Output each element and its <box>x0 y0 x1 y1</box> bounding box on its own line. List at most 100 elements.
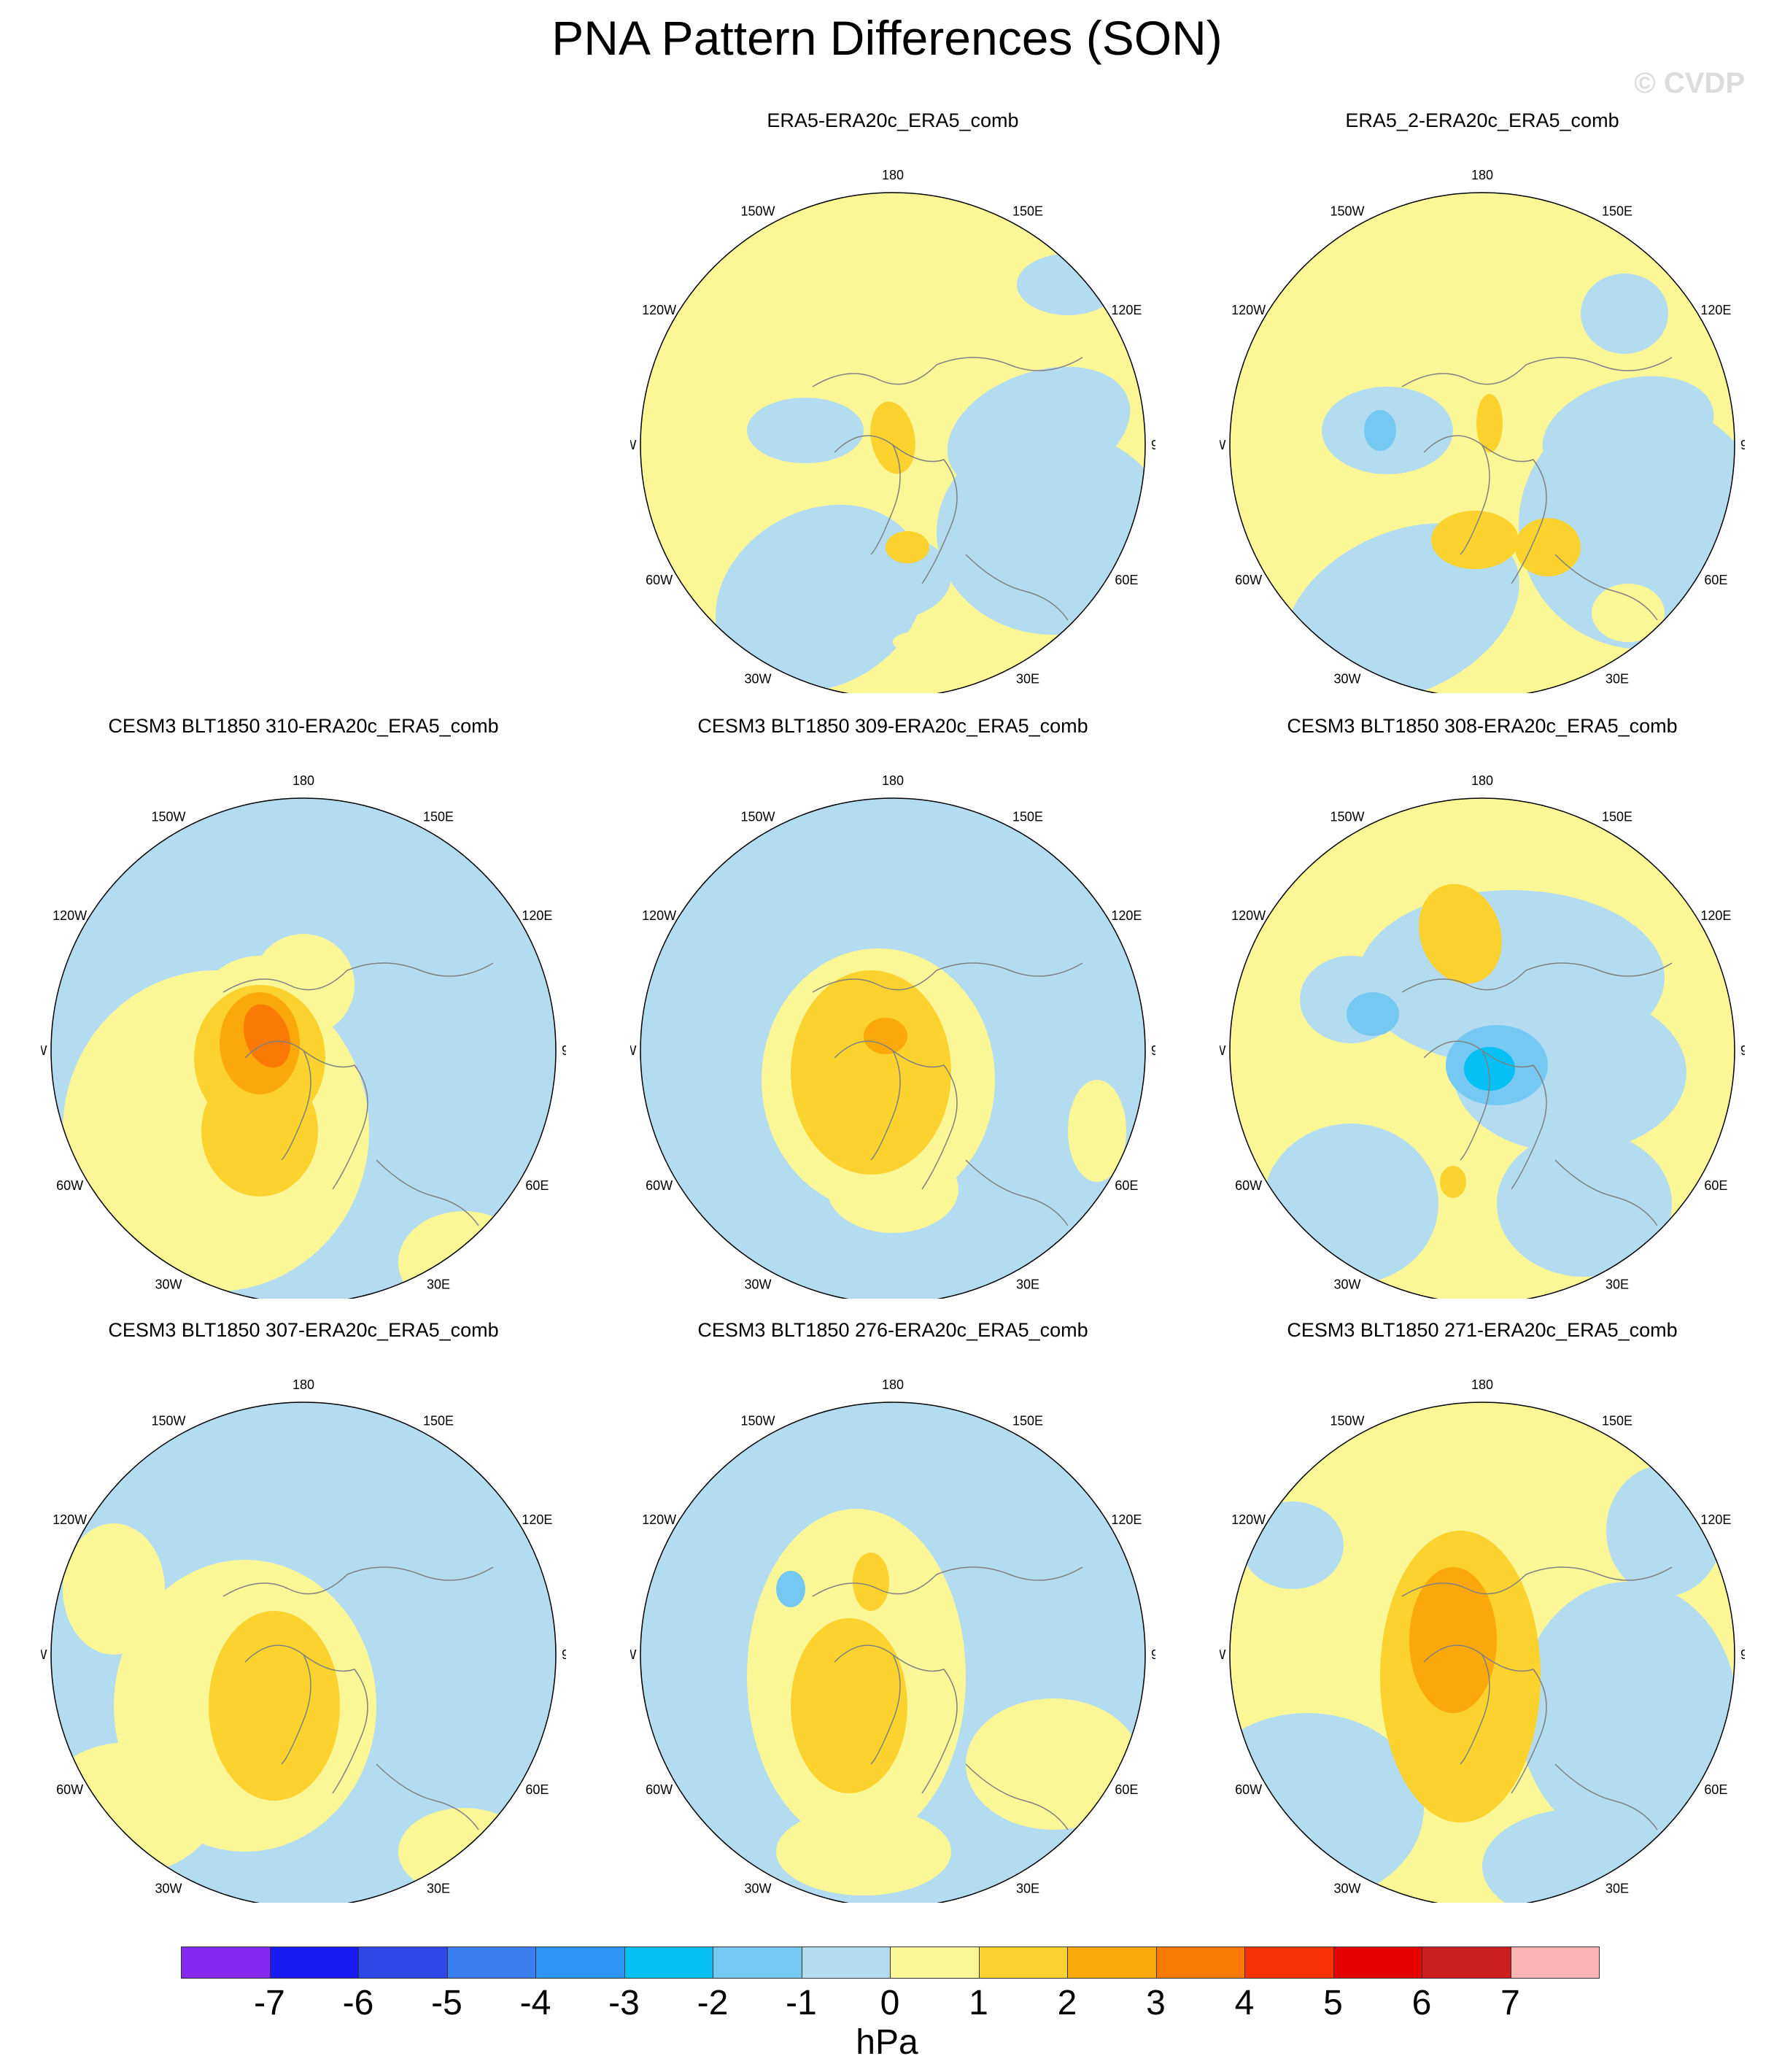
anomaly-contour <box>947 366 1131 495</box>
longitude-label: 30E <box>427 1277 450 1291</box>
longitude-label: 90E <box>1151 1647 1155 1662</box>
anomaly-contour <box>1497 638 1555 675</box>
longitude-label: 150W <box>740 204 775 219</box>
longitude-label: 30E <box>1605 1277 1629 1291</box>
coastline <box>812 962 1083 1226</box>
anomaly-contour <box>1515 518 1581 576</box>
colorbar-swatch <box>181 1947 271 1979</box>
longitude-label: 60E <box>1115 573 1138 587</box>
longitude-label: 90W <box>1220 438 1226 452</box>
anomaly-contour <box>1419 884 1502 984</box>
longitude-label: 60E <box>525 1178 549 1193</box>
map-boundary <box>640 797 1146 1299</box>
map-boundary <box>640 192 1146 693</box>
longitude-label: 60W <box>56 1782 83 1797</box>
longitude-label: 120E <box>1111 908 1142 923</box>
coastline <box>812 357 1083 621</box>
anomaly-contour <box>1464 1047 1515 1091</box>
longitude-label: 90E <box>1740 1647 1745 1662</box>
longitude-label: 150E <box>1012 1414 1043 1429</box>
longitude-label: 30E <box>1605 671 1629 686</box>
longitude-label: 180 <box>882 168 904 182</box>
watermark: © CVDP <box>1634 67 1745 99</box>
anomaly-contour <box>1592 584 1665 642</box>
anomaly-contour <box>1476 394 1503 452</box>
anomaly-contour <box>1581 274 1668 354</box>
anomaly-contour <box>1497 1131 1672 1277</box>
longitude-label: 120W <box>53 908 87 923</box>
colorbar-swatch <box>1067 1947 1157 1979</box>
longitude-label: 90W <box>630 1043 637 1058</box>
anomaly-contour <box>243 1004 291 1068</box>
longitude-label: 120W <box>1231 303 1266 317</box>
longitude-label: 60W <box>1235 573 1262 587</box>
anomaly-contour <box>791 1618 907 1793</box>
longitude-label: 30W <box>1333 1277 1360 1291</box>
longitude-label: 180 <box>882 773 904 788</box>
longitude-label: 30W <box>744 1277 771 1291</box>
longitude-label: 150E <box>1012 810 1043 824</box>
map-boundary <box>1229 1402 1735 1903</box>
longitude-label: 90W <box>630 438 637 452</box>
longitude-label: 180 <box>293 1377 314 1392</box>
longitude-label: 90W <box>41 1043 47 1058</box>
colorbar-tick-label: 2 <box>1057 1984 1077 2022</box>
colorbar-tick-label: -1 <box>786 1984 817 2022</box>
colorbar-tick-label: -4 <box>519 1984 551 2022</box>
colorbar-tick-label: 1 <box>969 1984 988 2022</box>
longitude-label: 30E <box>1016 671 1039 686</box>
anomaly-contour <box>886 531 929 563</box>
polar-map: 180150E120E90E60E30E030W60W90W120W150W <box>41 773 566 1299</box>
colorbar-swatch <box>801 1947 891 1979</box>
polar-map: 180150E120E90E60E30E030W60W90W120W150W <box>630 168 1155 693</box>
colorbar-swatch <box>1422 1947 1511 1979</box>
longitude-label: 30W <box>155 1277 182 1291</box>
longitude-label: 30W <box>1333 1881 1360 1895</box>
map-panel: CESM3 BLT1850 276-ERA20c_ERA5_comb 180 150… <box>630 1319 1155 1903</box>
anomaly-contour <box>1263 1124 1438 1284</box>
longitude-label: 150W <box>1330 204 1364 219</box>
longitude-label: 120W <box>53 1512 87 1527</box>
coastline <box>1401 357 1673 621</box>
panel-title: CESM3 BLT1850 271-ERA20c_ERA5_comb <box>1287 1319 1678 1341</box>
colorbar-tick-label: -6 <box>342 1984 374 2022</box>
anomaly-contour <box>1519 1582 1735 1844</box>
longitude-label: 30W <box>744 671 771 686</box>
longitude-label: 150E <box>1602 810 1632 824</box>
panel-title: CESM3 BLT1850 276-ERA20c_ERA5_comb <box>697 1319 1088 1341</box>
panel-title: CESM3 BLT1850 308-ERA20c_ERA5_comb <box>1287 715 1678 737</box>
colorbar-tick-label: 0 <box>880 1984 900 2022</box>
longitude-label: 120W <box>642 908 676 923</box>
colorbar-swatch <box>624 1947 713 1979</box>
coastline <box>1401 1566 1673 1831</box>
longitude-label: 60W <box>646 573 673 587</box>
longitude-label: 60E <box>1115 1178 1138 1193</box>
longitude-label: 60W <box>56 1178 83 1193</box>
anomaly-contour <box>1409 1567 1497 1713</box>
longitude-label: 180 <box>1471 773 1493 788</box>
longitude-label: 180 <box>1471 1377 1493 1392</box>
longitude-label: 30W <box>744 1881 771 1895</box>
longitude-label: 150W <box>740 810 775 824</box>
longitude-label: 60W <box>1235 1178 1262 1193</box>
map-panel: CESM3 BLT1850 271-ERA20c_ERA5_comb 180 150… <box>1220 1319 1745 1903</box>
longitude-label: 90E <box>1740 1043 1745 1058</box>
longitude-label: 60E <box>1115 1782 1138 1797</box>
colorbar-swatch <box>269 1947 359 1979</box>
longitude-label: 90W <box>1220 1647 1226 1662</box>
coastline <box>1401 962 1673 1226</box>
longitude-label: 180 <box>1471 168 1493 182</box>
panel-title: ERA5_2-ERA20c_ERA5_comb <box>1345 109 1619 131</box>
longitude-label: 30W <box>155 1881 182 1895</box>
longitude-label: 90E <box>562 1043 566 1058</box>
polar-map: 180150E120E90E60E30E030W60W90W120W150W <box>630 773 1155 1299</box>
anomaly-contour <box>776 1808 951 1895</box>
longitude-label: 120E <box>1700 1512 1731 1527</box>
longitude-label: 120W <box>1231 1512 1266 1527</box>
map-panel: ERA5_2-ERA20c_ERA5_comb 180 150E 120E 90E 60E… <box>1220 109 1745 693</box>
longitude-label: 150E <box>1602 204 1632 219</box>
polar-map: 180150E120E90E60E30E030W60W90W120W150W <box>630 1377 1155 1903</box>
anomaly-contour <box>51 1742 216 1874</box>
map-panel: CESM3 BLT1850 307-ERA20c_ERA5_comb 180 150… <box>41 1319 566 1903</box>
longitude-label: 150E <box>423 1414 454 1429</box>
